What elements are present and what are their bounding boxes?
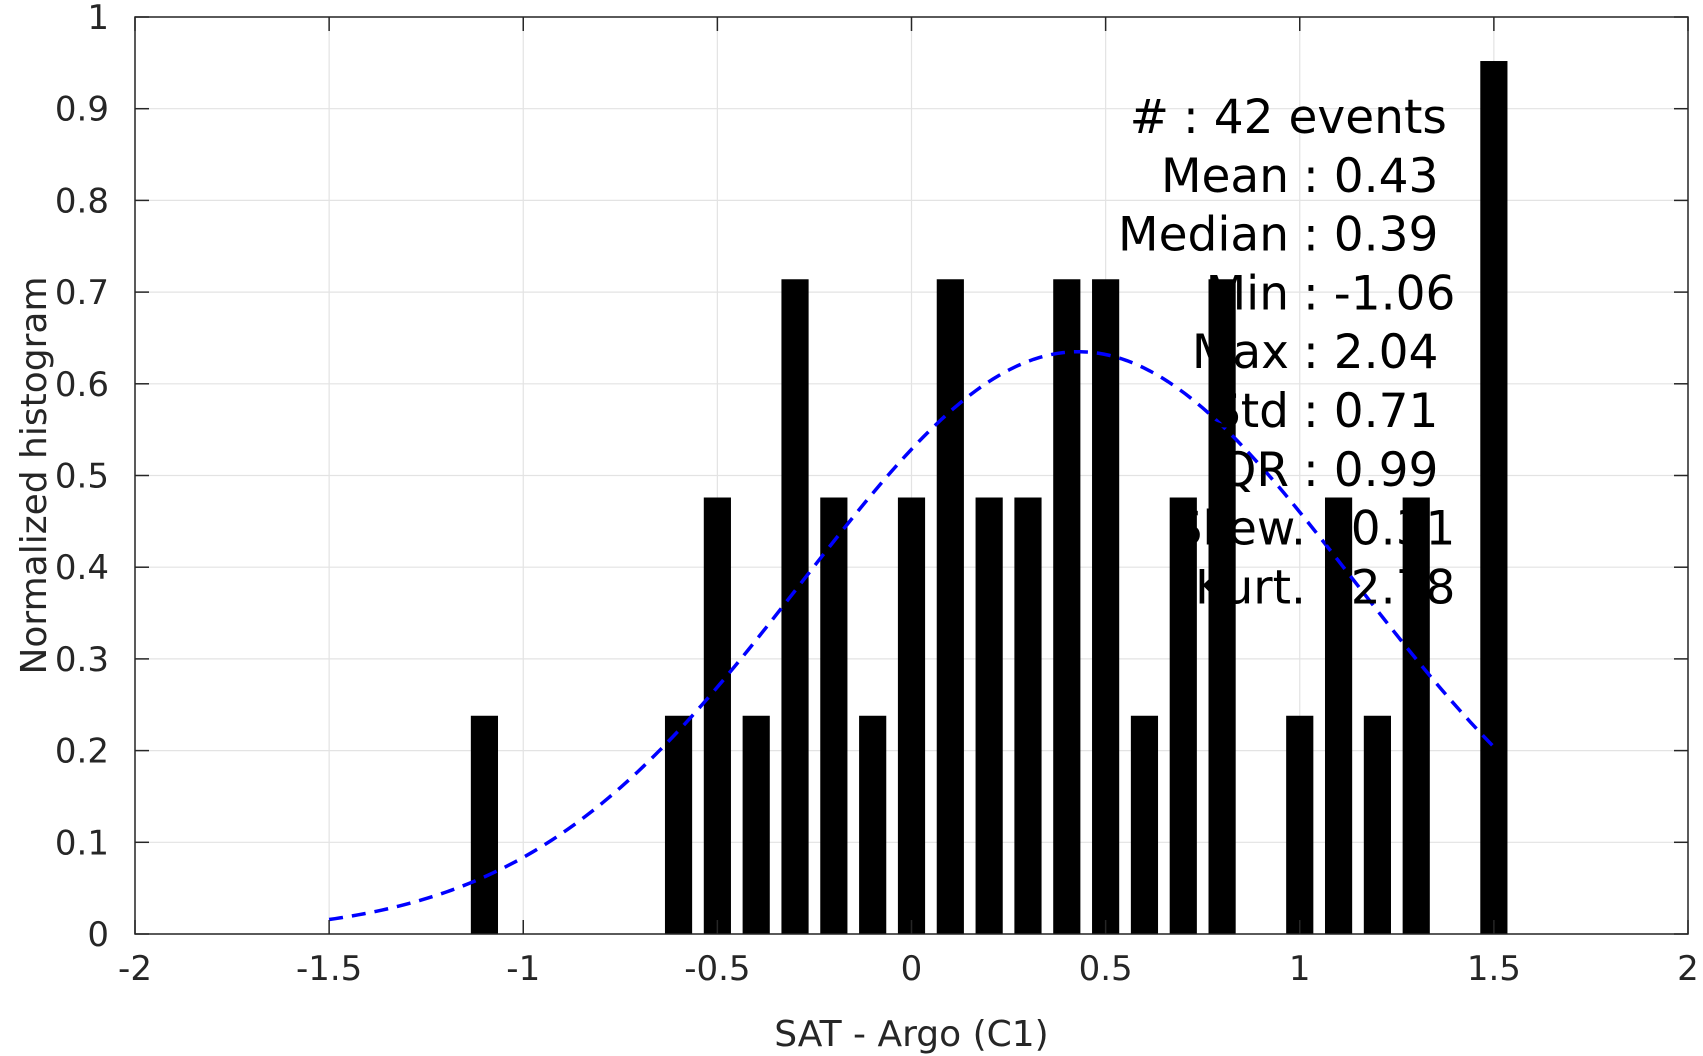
histogram-bar xyxy=(470,715,499,934)
histogram-bar xyxy=(1053,279,1081,935)
y-tick-label: 0.1 xyxy=(55,823,109,863)
stats-line-value: : 0.31 xyxy=(1320,502,1455,557)
stats-line-value: : 0.71 xyxy=(1303,384,1438,439)
y-tick-label: 0.5 xyxy=(55,457,109,497)
x-tick-label: -0.5 xyxy=(684,949,750,989)
stats-line-value: : 2.04 xyxy=(1303,325,1438,380)
stats-line-label: IQR xyxy=(1205,443,1289,498)
stats-line-label: Mean xyxy=(1161,149,1289,204)
y-axis-label: Normalized histogram xyxy=(14,276,55,674)
y-tick-label: 0.8 xyxy=(55,181,109,221)
stats-line-label: Median xyxy=(1118,208,1289,263)
x-tick-label: -1.5 xyxy=(296,949,362,989)
histogram-bar xyxy=(1363,715,1391,934)
y-tick-label: 0.2 xyxy=(55,732,109,772)
x-tick-label: 1 xyxy=(1289,949,1311,989)
y-tick-label: 1 xyxy=(87,0,109,38)
histogram-bar xyxy=(1286,715,1314,934)
x-tick-label: 0 xyxy=(901,949,923,989)
x-tick-label: 0.5 xyxy=(1079,949,1133,989)
histogram-bar xyxy=(781,279,809,935)
histogram-bar xyxy=(1480,61,1508,935)
histogram-bar xyxy=(936,279,964,935)
histogram-bar xyxy=(1208,279,1236,935)
axis-ticks xyxy=(134,16,1689,935)
stats-line-value: : 42 events xyxy=(1183,90,1447,145)
histogram-bar xyxy=(742,715,770,934)
y-tick-label: 0.4 xyxy=(55,548,109,588)
stats-line-value: : -1.06 xyxy=(1303,266,1455,321)
x-tick-label: 1.5 xyxy=(1467,949,1521,989)
histogram-bar xyxy=(975,497,1003,934)
histogram-bar xyxy=(1169,497,1197,934)
histogram-bar xyxy=(1130,715,1159,934)
x-tick-label: -2 xyxy=(118,949,152,989)
stats-line-label: Std xyxy=(1211,384,1289,439)
stats-line-label: # xyxy=(1130,90,1169,145)
histogram-bar xyxy=(703,497,731,934)
y-tick-label: 0.9 xyxy=(55,90,109,130)
x-tick-label: 2 xyxy=(1677,949,1699,989)
y-tick-label: 0.7 xyxy=(55,273,109,313)
stats-line-label: Kurt. xyxy=(1195,560,1306,615)
histogram-bar xyxy=(664,715,693,934)
stats-line-value: : 0.99 xyxy=(1303,443,1438,498)
stats-line-label: Skew. xyxy=(1173,502,1306,557)
x-axis-label: SAT - Argo (C1) xyxy=(774,1014,1048,1055)
y-tick-label: 0 xyxy=(87,915,109,955)
y-tick-label: 0.6 xyxy=(55,365,109,405)
histogram-bar xyxy=(1402,497,1430,934)
stats-line-value: : 0.43 xyxy=(1303,149,1438,204)
normal-fit-curve xyxy=(328,349,1496,922)
histogram-bar xyxy=(859,715,887,934)
stats-line-value: : 0.39 xyxy=(1303,208,1438,263)
stats-line-label: Max xyxy=(1192,325,1289,380)
stats-line-value: : 2.78 xyxy=(1320,560,1455,615)
y-tick-label: 0.3 xyxy=(55,640,109,680)
stats-line-label: Min xyxy=(1206,266,1289,321)
histogram-bar xyxy=(897,497,926,934)
histogram-bar xyxy=(1014,497,1042,934)
x-tick-labels: -2 -1.5 -1 -0.5 0 0.5 1 1.5 2 xyxy=(118,949,1699,989)
histogram-bars xyxy=(470,61,1508,935)
y-tick-labels: 0 0.1 0.2 0.3 0.4 0.5 0.6 0.7 0.8 0.9 1 xyxy=(55,0,109,955)
histogram-bar xyxy=(1092,279,1120,935)
histogram-bar xyxy=(820,497,848,934)
histogram-bar xyxy=(1324,497,1353,934)
x-tick-label: -1 xyxy=(506,949,540,989)
normal-fit-line xyxy=(328,349,1496,922)
